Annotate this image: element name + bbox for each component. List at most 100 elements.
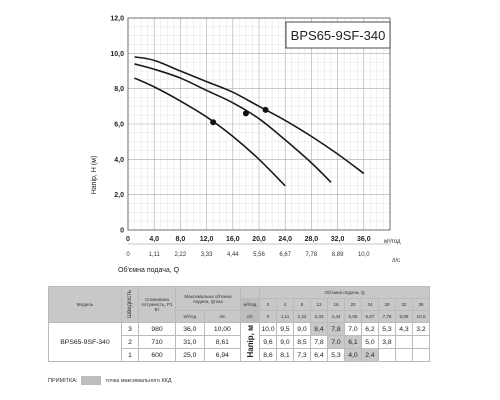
chart-grid xyxy=(127,17,391,231)
header-q-ls: 10,0 xyxy=(412,310,430,323)
header-q-m3: 12 xyxy=(310,298,328,311)
head-value-cell: 8,1 xyxy=(276,348,294,362)
header-q-ls: 4,44 xyxy=(327,310,345,323)
qmax-m3-cell: 25,0 xyxy=(175,348,205,362)
head-value-cell: 10,0 xyxy=(259,322,277,336)
x2-tick-label: 6,67 xyxy=(279,252,291,258)
head-value-cell: 2,4 xyxy=(361,348,379,362)
header-maxflow: Максимальна об'ємна подача, Qmax xyxy=(175,286,241,311)
x2-tick-label: 5,56 xyxy=(253,252,265,258)
header-q-m3: 36 xyxy=(412,298,430,311)
header-flow: Об'ємна подача, Q xyxy=(259,286,430,299)
x2-tick-label: 2,22 xyxy=(175,252,187,258)
head-value-cell: 5,0 xyxy=(361,335,379,349)
head-value-cell: 8,6 xyxy=(259,348,277,362)
qmax-ls-cell: 8,61 xyxy=(203,335,242,349)
head-value-cell: 5,3 xyxy=(327,348,345,362)
napir-cell: Напір, м xyxy=(240,322,260,362)
header-maxflow-ls: л/с xyxy=(203,310,242,323)
speed-cell: 2 xyxy=(121,335,139,349)
head-value-cell: 7,3 xyxy=(293,348,311,362)
x-tick-label: 20,0 xyxy=(252,236,266,243)
y-tick-label: 2,0 xyxy=(114,192,124,199)
header-q-m3: 32 xyxy=(395,298,413,311)
head-value-cell xyxy=(412,348,430,362)
series-line-speed-2 xyxy=(134,63,332,183)
chart-series xyxy=(134,56,365,187)
head-value-cell: 8,5 xyxy=(293,335,311,349)
model-cell: BPS65-9SF-340 xyxy=(48,322,122,362)
head-value-cell: 3,8 xyxy=(378,335,396,349)
bep-marker-speed-3 xyxy=(262,106,269,113)
header-speed: Швидкість xyxy=(121,286,139,323)
head-value-cell: 7,0 xyxy=(327,335,345,349)
header-model: Модель xyxy=(48,286,122,323)
header-maxflow-m3: м³/год xyxy=(175,310,205,323)
header-q-m3: 24 xyxy=(361,298,379,311)
head-value-cell: 3,2 xyxy=(412,322,430,336)
chart-title: BPS65-9SF-340 xyxy=(291,28,386,43)
head-value-cell: 9,6 xyxy=(259,335,277,349)
head-value-cell xyxy=(412,335,430,349)
y-axis-label: Напір, H (м) xyxy=(90,156,98,195)
series-line-speed-3 xyxy=(134,56,365,175)
y-tick-label: 10,0 xyxy=(110,51,124,58)
header-q-ls: 5,56 xyxy=(344,310,362,323)
power-cell: 980 xyxy=(138,322,176,336)
table-row: 1 600 25,0 6,94 8,6 8,1 7,3 6,4 5,3 4,0 2,4 xyxy=(49,348,430,362)
napir-label: Напір, м xyxy=(245,324,255,358)
qmax-ls-cell: 10,00 xyxy=(203,322,242,336)
x2-tick-label: 1,11 xyxy=(149,252,161,258)
header-q-m3: 16 xyxy=(327,298,345,311)
legend: ПРИМІТКА: точка максимального ККД xyxy=(48,376,172,385)
header-q-ls: 2,22 xyxy=(293,310,311,323)
head-value-cell: 9,0 xyxy=(276,335,294,349)
y-tick-label: 0 xyxy=(120,228,124,235)
x2-tick-label: 0 xyxy=(126,252,130,258)
header-q-m3: 20 xyxy=(344,298,362,311)
head-value-cell: 4,3 xyxy=(395,322,413,336)
head-value-cell xyxy=(378,348,396,362)
header-unit-m3: м³/год xyxy=(240,298,260,311)
header-q-m3: 28 xyxy=(378,298,396,311)
head-value-cell: 9,0 xyxy=(293,322,311,336)
plot-frame xyxy=(127,17,391,231)
head-value-cell xyxy=(395,335,413,349)
x2-tick-label: 3,33 xyxy=(201,252,213,258)
chart-axes: 0 2,0 4,0 6,0 8,0 10,0 12,0 0 4,0 8,0 12,0 16,0 20,0… xyxy=(110,16,391,258)
chart-title-box: BPS65-9SF-340 xyxy=(285,21,391,49)
table-header-row: Модель Швидкість Споживана потужність, P1 … xyxy=(48,286,430,323)
x-tick-label: 28,0 xyxy=(305,236,319,243)
bep-marker-speed-1 xyxy=(210,119,217,126)
header-q-ls: 3,33 xyxy=(310,310,328,323)
x-tick-label: 4,0 xyxy=(149,236,159,243)
header-unit-ls: л/с xyxy=(240,310,260,323)
head-value-cell: 7,8 xyxy=(310,335,328,349)
head-value-cell: 7,0 xyxy=(344,322,362,336)
legend-label: ПРИМІТКА: xyxy=(48,377,78,384)
x-tick-label: 24,0 xyxy=(278,236,292,243)
x-axis-label: Об'ємна подача, Q xyxy=(118,266,180,274)
bep-marker-speed-2 xyxy=(242,110,249,117)
header-q-ls: 6,67 xyxy=(361,310,379,323)
header-q-ls: 0 xyxy=(259,310,277,323)
header-q-m3: 4 xyxy=(276,298,294,311)
header-q-ls: 1,11 xyxy=(276,310,294,323)
header-q-m3: 0 xyxy=(259,298,277,311)
header-q-ls: 8,89 xyxy=(395,310,413,323)
series-line-speed-1 xyxy=(134,77,286,187)
x2-tick-label: 4,44 xyxy=(227,252,239,258)
x2-axis-unit: л/с xyxy=(392,258,400,264)
head-value-cell xyxy=(395,348,413,362)
head-value-cell: 6,4 xyxy=(310,348,328,362)
qmax-m3-cell: 31,0 xyxy=(175,335,205,349)
table-row: 2 710 31,0 8,61 9,6 9,0 8,5 7,8 7,0 6,1 5,0 3,8 xyxy=(49,335,430,349)
x2-tick-label: 8,89 xyxy=(332,252,344,258)
x-axis-unit: м³/год xyxy=(384,239,401,245)
legend-text: точка максимального ККД xyxy=(105,377,172,384)
qmax-m3-cell: 36,0 xyxy=(175,322,205,336)
x-tick-label: 12,0 xyxy=(200,236,214,243)
head-value-cell: 9,5 xyxy=(276,322,294,336)
qmax-ls-cell: 6,94 xyxy=(203,348,242,362)
x-tick-label: 8,0 xyxy=(176,236,186,243)
